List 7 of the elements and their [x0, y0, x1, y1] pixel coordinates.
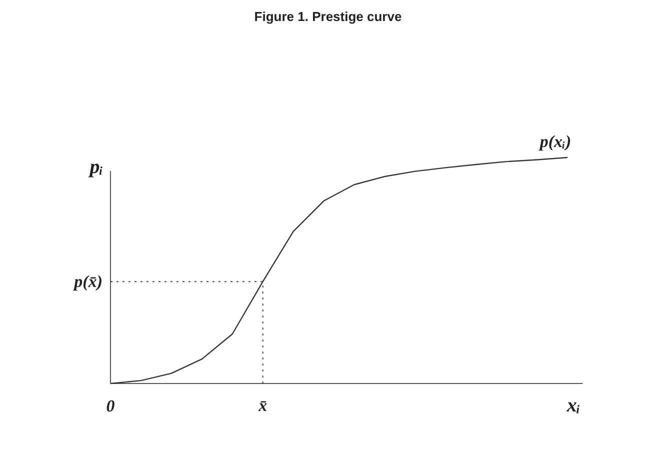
annotation: p(xᵢ)	[538, 132, 572, 151]
y-axis-title: pᵢ	[88, 156, 104, 178]
x-tick-label: 0	[106, 396, 116, 416]
ref-line-label: p(x̄)	[72, 272, 103, 292]
x-tick-label: x̄	[258, 396, 268, 415]
chart-title: Figure 1. Prestige curve	[254, 9, 402, 24]
x-axis-title: xᵢ	[566, 394, 580, 416]
